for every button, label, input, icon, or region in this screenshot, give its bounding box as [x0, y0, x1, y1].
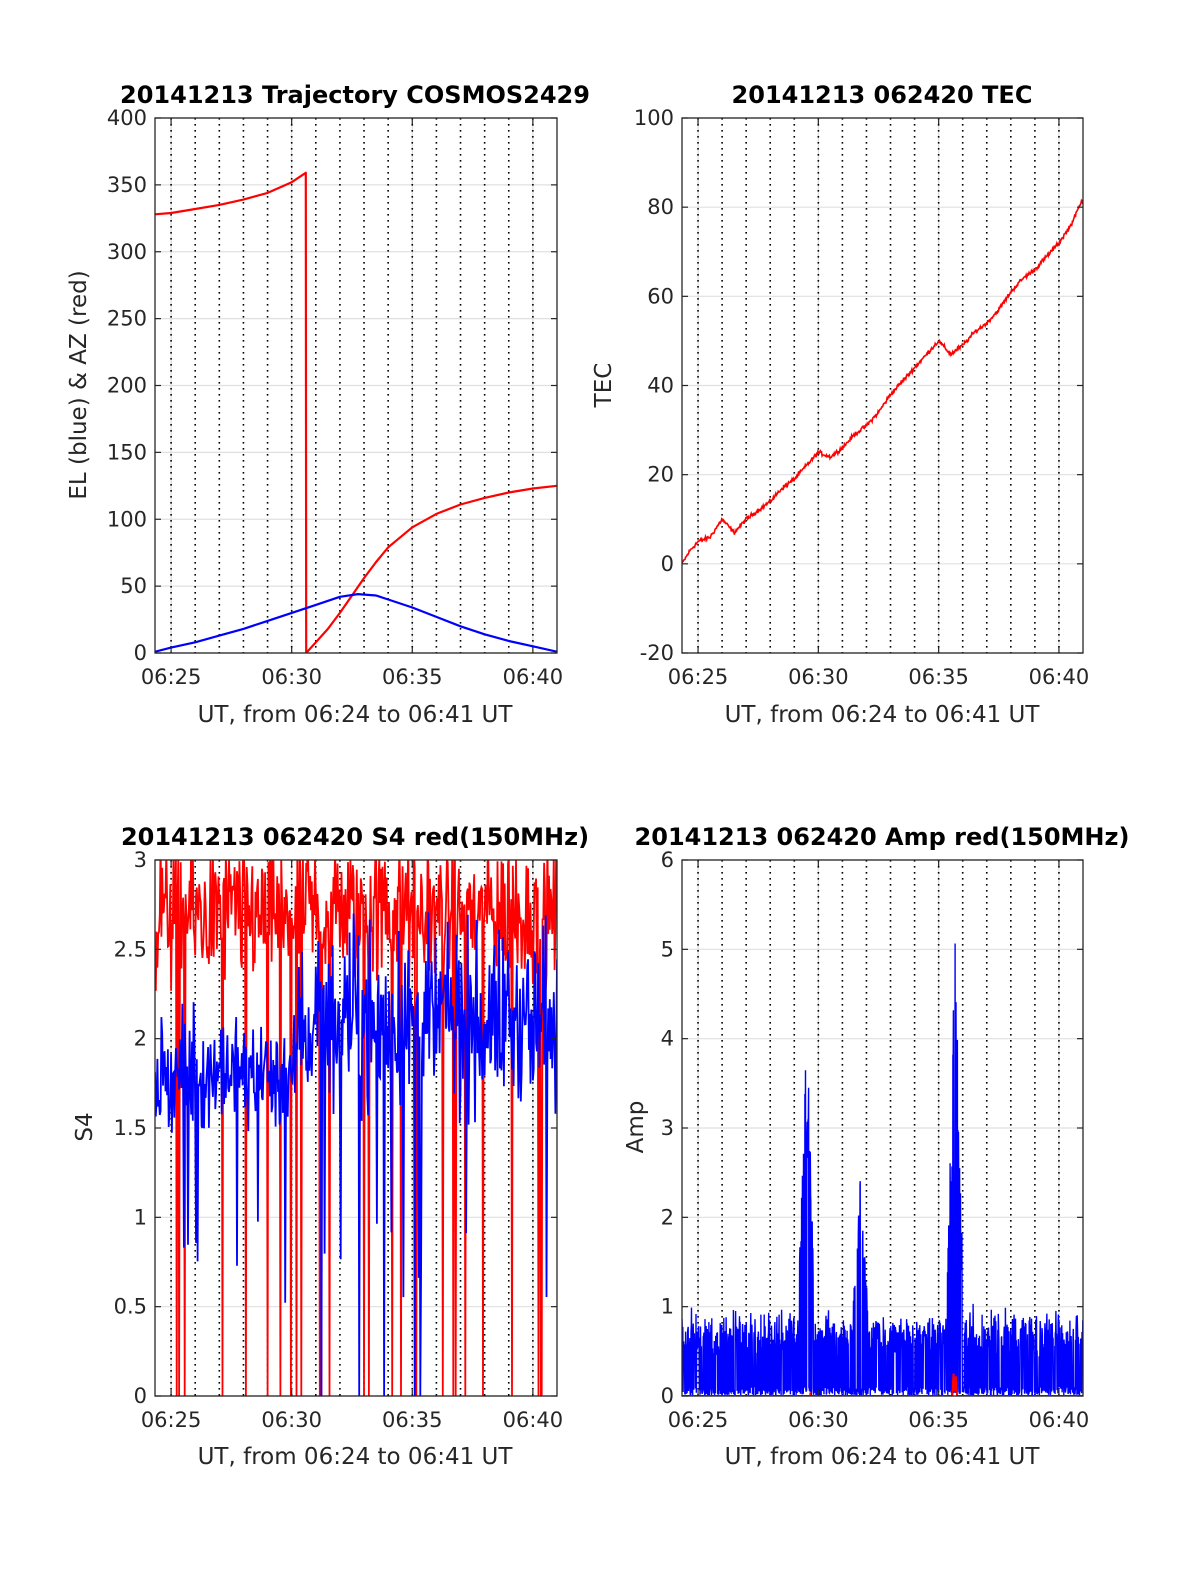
tec-ytick-label-3: 40: [647, 374, 674, 398]
amp-ytick-label-5: 5: [661, 937, 674, 961]
amp-series-blue: [682, 943, 1083, 1396]
amp-ytick-label-4: 4: [661, 1027, 674, 1051]
trajectory-ytick-label-7: 350: [107, 173, 147, 197]
tec-series: [682, 198, 1083, 564]
tec-title: 20141213 062420 TEC: [732, 81, 1033, 109]
s4-panel: 20141213 062420 S4 red(150MHz) UT, from …: [72, 823, 589, 1470]
tec-ylabel: TEC: [591, 363, 617, 409]
s4-xtick-label-2: 06:35: [382, 1408, 443, 1432]
trajectory-xtick-label-3: 06:40: [503, 665, 564, 689]
tec-panel: 20141213 062420 TEC UT, from 06:24 to 06…: [591, 81, 1089, 728]
trajectory-ytick-label-0: 0: [134, 641, 147, 665]
trajectory-plot: [155, 171, 557, 653]
s4-xlabel: UT, from 06:24 to 06:41 UT: [198, 1444, 514, 1470]
trajectory-ytick-label-6: 300: [107, 240, 147, 264]
amp-ytick-label-2: 2: [661, 1205, 674, 1229]
amp-xtick-label-3: 06:40: [1029, 1408, 1090, 1432]
amp-panel: 20141213 062420 Amp red(150MHz) UT, from…: [623, 823, 1129, 1470]
tec-ytick-label-0: -20: [640, 641, 674, 665]
trajectory-series-el: [155, 593, 557, 653]
trajectory-ytick-label-1: 50: [120, 574, 147, 598]
trajectory-xtick-label-1: 06:30: [261, 665, 322, 689]
s4-ytick-label-5: 2.5: [114, 937, 147, 961]
s4-ylabel: S4: [72, 1112, 98, 1141]
s4-xtick-label-3: 06:40: [503, 1408, 564, 1432]
amp-ytick-label-1: 1: [661, 1295, 674, 1319]
s4-ytick-label-4: 2: [134, 1027, 147, 1051]
trajectory-xtick-label-2: 06:35: [382, 665, 443, 689]
tec-ytick-label-6: 100: [634, 106, 674, 130]
amp-xtick-label-0: 06:25: [668, 1408, 729, 1432]
s4-plot: [155, 860, 557, 1396]
trajectory-ytick-label-3: 150: [107, 440, 147, 464]
tec-plot: [682, 198, 1083, 564]
amp-series-red: [682, 1373, 1083, 1396]
s4-ytick-label-3: 1.5: [114, 1116, 147, 1140]
amp-ytick-label-6: 6: [661, 848, 674, 872]
amp-xlabel: UT, from 06:24 to 06:41 UT: [725, 1444, 1041, 1470]
tec-ytick-label-2: 20: [647, 463, 674, 487]
tec-xlabel: UT, from 06:24 to 06:41 UT: [725, 702, 1041, 728]
trajectory-ytick-label-5: 250: [107, 307, 147, 331]
trajectory-panel: 20141213 Trajectory COSMOS2429 UT, from …: [66, 81, 590, 728]
amp-ylabel: Amp: [623, 1101, 649, 1154]
trajectory-title: 20141213 Trajectory COSMOS2429: [120, 81, 590, 109]
s4-ytick-label-2: 1: [134, 1205, 147, 1229]
tec-xtick-label-2: 06:35: [908, 665, 969, 689]
trajectory-ylabel: EL (blue) & AZ (red): [66, 270, 92, 499]
trajectory-ytick-label-4: 200: [107, 374, 147, 398]
s4-ytick-label-1: 0.5: [114, 1295, 147, 1319]
tec-xtick-label-1: 06:30: [788, 665, 849, 689]
amp-ytick-label-3: 3: [661, 1116, 674, 1140]
amp-title: 20141213 062420 Amp red(150MHz): [635, 823, 1130, 851]
s4-xtick-label-0: 06:25: [141, 1408, 202, 1432]
tec-ytick-label-1: 0: [661, 552, 674, 576]
tec-grid: [682, 117, 1083, 654]
tec-ytick-label-4: 60: [647, 284, 674, 308]
s4-ytick-label-0: 0: [134, 1384, 147, 1408]
tec-xtick-label-0: 06:25: [668, 665, 729, 689]
trajectory-xtick-label-0: 06:25: [141, 665, 202, 689]
amp-xtick-label-2: 06:35: [908, 1408, 969, 1432]
tec-xtick-label-3: 06:40: [1029, 665, 1090, 689]
s4-title: 20141213 062420 S4 red(150MHz): [121, 823, 589, 851]
amp-xtick-label-1: 06:30: [788, 1408, 849, 1432]
amp-ytick-label-0: 0: [661, 1384, 674, 1408]
s4-xtick-label-1: 06:30: [261, 1408, 322, 1432]
s4-series-blue: [155, 912, 557, 1396]
tec-ytick-label-5: 80: [647, 195, 674, 219]
trajectory-ytick-label-8: 400: [107, 106, 147, 130]
trajectory-series-az: [155, 171, 557, 653]
trajectory-xlabel: UT, from 06:24 to 06:41 UT: [198, 702, 514, 728]
s4-ytick-label-6: 3: [134, 848, 147, 872]
trajectory-ytick-label-2: 100: [107, 507, 147, 531]
